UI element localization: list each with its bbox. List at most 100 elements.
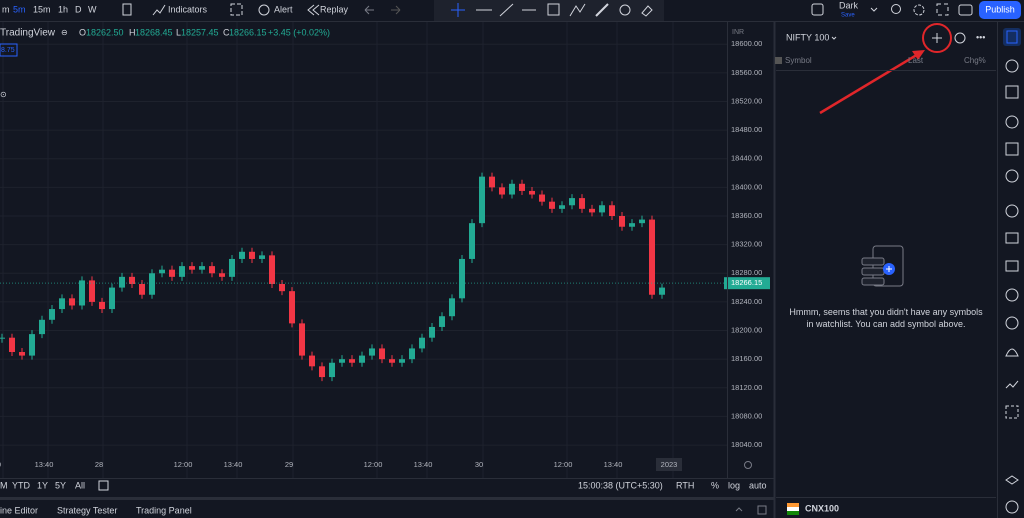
candle xyxy=(29,334,35,356)
y-tick-label: 18440.00 xyxy=(731,154,762,163)
crosshair-tool[interactable] xyxy=(451,3,465,17)
notifications-icon[interactable] xyxy=(1005,348,1019,357)
range-button[interactable]: 1Y xyxy=(37,480,48,490)
range-button[interactable]: YTD xyxy=(12,480,31,490)
replay-button[interactable]: Replay xyxy=(320,4,349,14)
help-icon[interactable] xyxy=(1005,500,1019,514)
alerts-icon[interactable] xyxy=(1005,59,1019,73)
replay-icon[interactable] xyxy=(307,4,320,16)
alert-button[interactable]: Alert xyxy=(274,4,293,14)
notes-icon[interactable] xyxy=(1005,260,1019,272)
publish-label[interactable]: Publish xyxy=(985,4,1015,14)
candle xyxy=(509,183,515,195)
hotlist-icon[interactable] xyxy=(1005,115,1019,129)
select-all[interactable] xyxy=(775,57,782,64)
theme-label[interactable]: Dark xyxy=(839,0,859,10)
candle xyxy=(189,266,195,270)
data-window-icon[interactable] xyxy=(1005,85,1019,99)
range-button[interactable]: 5Y xyxy=(55,480,66,490)
eye-icon[interactable]: ⊙ xyxy=(0,90,7,99)
session-button[interactable]: RTH xyxy=(676,480,694,490)
panel-maximize[interactable] xyxy=(757,505,767,515)
column-header[interactable]: Last xyxy=(908,56,924,65)
pattern-tool[interactable] xyxy=(569,3,586,17)
indicators-icon[interactable] xyxy=(152,4,166,16)
column-header[interactable]: Symbol xyxy=(785,56,812,65)
tab[interactable]: Trading Panel xyxy=(136,505,192,515)
log-button[interactable]: log xyxy=(728,480,740,490)
layouts-icon[interactable] xyxy=(230,3,243,16)
candle xyxy=(359,355,365,363)
measure-tool[interactable] xyxy=(619,4,631,16)
interval[interactable]: m xyxy=(2,4,10,14)
eraser-tool[interactable] xyxy=(641,5,653,17)
candle xyxy=(199,266,205,270)
chart-type-icon[interactable] xyxy=(122,3,132,16)
badge: 8.75 xyxy=(1,47,15,54)
advanced-view-icon[interactable] xyxy=(954,32,966,44)
axis-settings[interactable] xyxy=(744,461,752,469)
percent-button[interactable]: % xyxy=(711,480,719,490)
redo-icon[interactable] xyxy=(391,5,401,15)
goto-date-icon[interactable] xyxy=(98,480,109,491)
streams-icon[interactable] xyxy=(1005,204,1019,218)
auto-button[interactable]: auto xyxy=(749,480,767,490)
theme-icon[interactable] xyxy=(811,3,824,16)
interval[interactable]: 1h xyxy=(58,4,68,14)
indicators-button[interactable]: Indicators xyxy=(168,4,208,14)
search-icon[interactable] xyxy=(891,4,901,14)
snapshot-icon[interactable] xyxy=(958,4,973,16)
x-tick-label: 13:40 xyxy=(224,460,243,469)
last-price-box xyxy=(724,277,770,290)
panel-expand[interactable] xyxy=(735,507,743,512)
watchlist-icon[interactable] xyxy=(1006,30,1018,44)
interval[interactable]: D xyxy=(75,4,82,14)
more-menu[interactable]: ••• xyxy=(976,32,985,42)
legend-value: 18257.45 xyxy=(181,27,219,37)
candle xyxy=(449,298,455,317)
candle xyxy=(419,337,425,349)
save-label[interactable]: Save xyxy=(841,13,855,19)
tab[interactable]: Strategy Tester xyxy=(57,505,117,515)
watchlist-title[interactable]: NIFTY 100 xyxy=(786,32,829,42)
brush-tool[interactable] xyxy=(595,3,609,17)
tab[interactable]: ine Editor xyxy=(0,505,38,515)
candle xyxy=(549,201,555,209)
alert-icon[interactable] xyxy=(258,4,270,16)
broadcast-icon[interactable] xyxy=(1005,316,1019,330)
column-header[interactable]: Chg% xyxy=(964,56,986,65)
calendar-icon[interactable] xyxy=(1005,142,1019,156)
interval[interactable]: 5m xyxy=(13,4,26,14)
watchlist-menu[interactable] xyxy=(831,36,837,40)
last-price-label: 18266.15 xyxy=(731,278,762,287)
candle xyxy=(629,223,635,227)
trendline-tool[interactable] xyxy=(499,3,514,17)
fullscreen-icon[interactable] xyxy=(936,3,949,16)
candle xyxy=(109,287,115,310)
chats-icon[interactable] xyxy=(1005,232,1019,244)
footer-symbol[interactable]: CNX100 xyxy=(805,503,839,513)
settings-icon[interactable] xyxy=(913,4,925,16)
range-button[interactable]: M xyxy=(0,480,8,490)
candle xyxy=(309,355,315,367)
trading-icon[interactable] xyxy=(1005,380,1019,389)
candle xyxy=(79,280,85,306)
legend-label: O xyxy=(79,27,86,37)
collapse-icon[interactable]: ⊖ xyxy=(61,28,68,37)
interval[interactable]: W xyxy=(88,4,97,14)
interval[interactable]: 15m xyxy=(33,4,51,14)
publish-button[interactable] xyxy=(979,1,1021,19)
rect-tool[interactable] xyxy=(547,3,560,16)
candle xyxy=(179,266,185,277)
add-symbol-button[interactable] xyxy=(932,33,942,43)
undo-icon[interactable] xyxy=(364,5,374,15)
candle xyxy=(99,301,105,310)
layers-icon[interactable] xyxy=(1005,475,1019,485)
save-menu[interactable] xyxy=(870,7,878,12)
candle xyxy=(259,255,265,259)
candle xyxy=(379,348,385,360)
range-button[interactable]: All xyxy=(75,480,85,490)
tips-icon[interactable] xyxy=(1005,288,1019,302)
dom-icon[interactable] xyxy=(1005,405,1019,419)
ideas-icon[interactable] xyxy=(1005,169,1019,183)
